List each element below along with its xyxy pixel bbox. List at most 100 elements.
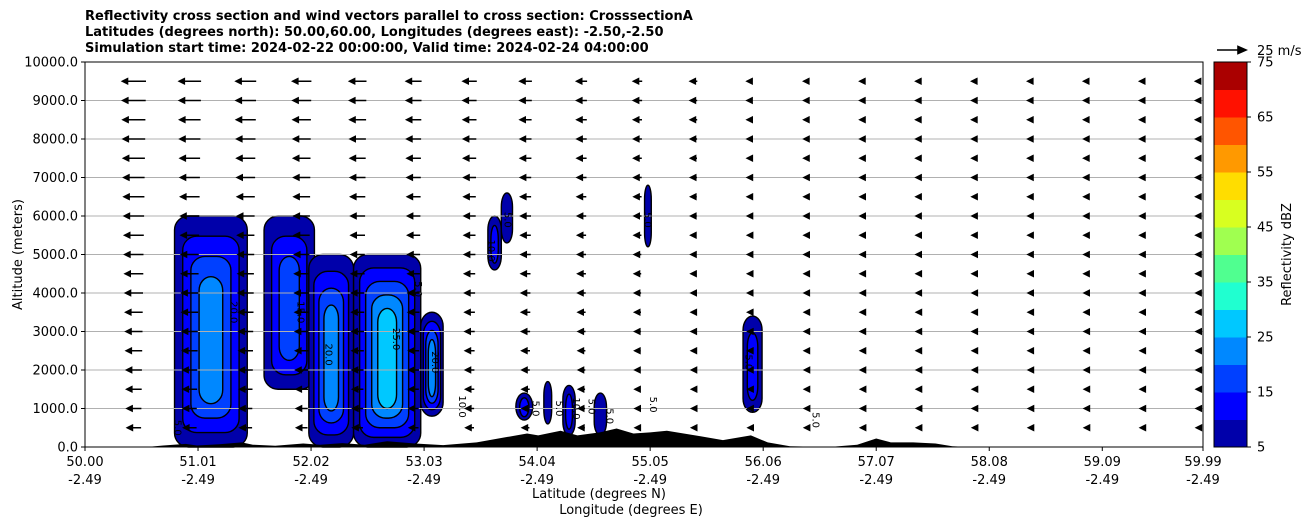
colorbar-segment-5 [1214, 282, 1247, 310]
wind-vector [291, 135, 311, 143]
wind-vector [746, 346, 754, 355]
wind-vector [802, 96, 810, 105]
wind-vector [575, 154, 587, 163]
quiver-key-arrow [1217, 45, 1248, 55]
contour-label-6: 20.0 [429, 351, 440, 373]
contour-labels: 5.0 20.0 15.0 20.0 25.0 5.0 20.0 10.0 5.0 10.0 5.0… [172, 212, 821, 436]
wind-vector [802, 346, 811, 355]
wind-vector [120, 77, 146, 86]
wind-vector [461, 135, 477, 143]
wind-vector [689, 404, 698, 413]
wind-vector [689, 289, 697, 297]
contour-label-15: 5.0 [647, 397, 658, 413]
wind-vector [178, 154, 201, 163]
wind-vector [858, 308, 867, 317]
wind-vectors [120, 77, 1203, 432]
wind-vector [180, 308, 199, 317]
contour-label-5: 5.0 [412, 281, 423, 297]
wind-vector [1082, 173, 1090, 182]
contour-label-10: 5.0 [530, 401, 541, 417]
wind-vector [689, 212, 697, 220]
wind-vector [235, 173, 256, 182]
colorbar-segment-3 [1214, 337, 1247, 365]
wind-vector [574, 77, 588, 86]
wind-vector [1138, 269, 1146, 278]
wind-vector [746, 404, 754, 413]
wind-vector [575, 192, 587, 201]
wind-vector [858, 77, 866, 86]
wind-vector [1138, 135, 1146, 143]
wind-vector [689, 366, 698, 374]
wind-vector [914, 212, 922, 220]
ytick-label-9: 9000.0 [33, 94, 79, 109]
wind-vector [1026, 135, 1034, 143]
wind-vector [122, 231, 144, 240]
xtick-label-lat-2: 52.02 [292, 455, 329, 470]
wind-vector [1194, 423, 1203, 432]
ytick-label-0: 0.0 [57, 441, 78, 456]
wind-vector [802, 423, 811, 432]
wind-vector [235, 154, 256, 163]
wind-vector [404, 115, 422, 124]
wind-vector [745, 250, 754, 259]
wind-vector [688, 115, 698, 124]
wind-vector [124, 366, 142, 374]
xtick-label-lat-7: 57.07 [858, 455, 895, 470]
contour-label-16: 5.0 [642, 212, 653, 228]
wind-vector [746, 385, 754, 394]
wind-vector [294, 366, 309, 374]
wind-vector [858, 327, 867, 336]
contour-label-11: 5.0 [553, 401, 564, 417]
wind-vector [633, 385, 641, 394]
wind-vector [745, 269, 754, 278]
wind-vector [234, 96, 256, 105]
wind-vector [405, 154, 421, 163]
wind-vector [461, 96, 477, 105]
wind-vector [1082, 115, 1090, 124]
wind-vector [123, 289, 143, 297]
wind-vector [520, 385, 530, 394]
wind-vector [235, 212, 255, 220]
contour-label-12: 10.0 [570, 397, 581, 419]
wind-vector [688, 173, 697, 182]
xtick-label-lat-5: 55.05 [632, 455, 669, 470]
wind-vector [970, 135, 978, 143]
reflectivity-cell-6-level-5 [500, 192, 514, 244]
wind-vector [1026, 423, 1035, 432]
wind-vector [970, 212, 978, 220]
wind-vector [405, 192, 421, 201]
wind-vector [124, 346, 143, 355]
ytick-label-10: 10000.0 [24, 56, 78, 71]
wind-vector [1082, 385, 1091, 394]
xtick-label-lat-1: 51.01 [179, 455, 216, 470]
wind-vector [858, 289, 867, 297]
wind-vector [121, 135, 146, 143]
wind-vector [238, 423, 253, 432]
wind-vector [914, 404, 923, 413]
colorbar-frame [1213, 61, 1248, 448]
wind-vector [632, 192, 642, 201]
wind-vector [1026, 231, 1034, 240]
wind-vector [1193, 96, 1202, 105]
colorbar: 5 15 25 35 45 55 65 75 Reflectivity dBZ [1213, 56, 1295, 456]
wind-vector [349, 250, 365, 259]
wind-vector [180, 289, 199, 297]
wind-vector [745, 135, 753, 143]
xtick-label-lat-10: 59.99 [1184, 455, 1221, 470]
contour-label-8: 5.0 [502, 212, 513, 228]
wind-vector [518, 115, 532, 124]
wind-vector [745, 192, 754, 201]
wind-vector [688, 135, 698, 143]
wind-vector [462, 231, 476, 240]
wind-vector [970, 269, 978, 278]
wind-vector [858, 231, 866, 240]
y-axis-label: Altitude (meters) [11, 199, 26, 310]
ytick-label-1: 1000.0 [33, 402, 79, 417]
wind-vector [1082, 308, 1090, 317]
wind-vector [406, 289, 420, 297]
title-line-1: Reflectivity cross section and wind vect… [85, 9, 693, 24]
wind-vector [1082, 192, 1090, 201]
colorbar-tick-label-5: 55 [1257, 166, 1274, 181]
contour-label-1: 20.0 [227, 301, 238, 323]
wind-vector [802, 135, 810, 143]
